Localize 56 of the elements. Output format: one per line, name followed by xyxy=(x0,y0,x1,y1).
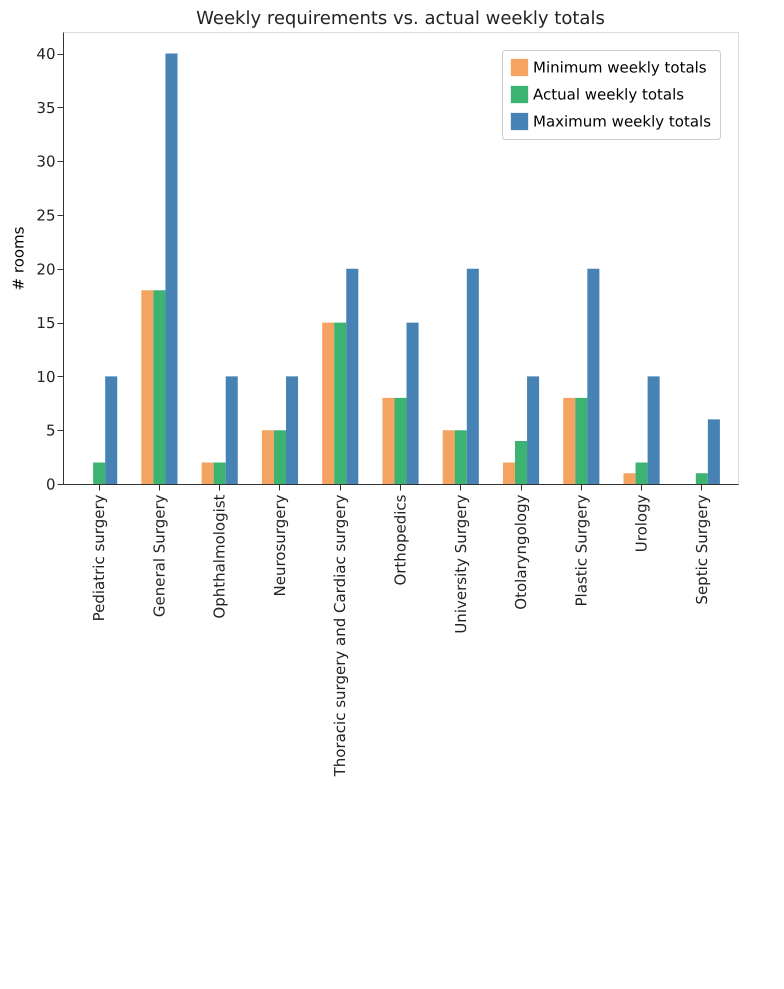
bar xyxy=(202,462,214,484)
y-tick-label: 10 xyxy=(36,368,56,386)
bar xyxy=(262,430,274,484)
bar xyxy=(696,473,708,484)
legend-label: Actual weekly totals xyxy=(533,86,684,104)
y-tick-label: 20 xyxy=(36,260,56,278)
x-tick-label: University Surgery xyxy=(452,494,470,634)
x-tick-label: Pediatric surgery xyxy=(90,494,108,622)
y-axis-title: # rooms xyxy=(9,226,28,290)
chart-title: Weekly requirements vs. actual weekly totals xyxy=(196,8,605,29)
bar xyxy=(93,462,106,484)
bar xyxy=(382,398,394,484)
bar xyxy=(636,462,648,484)
y-tick-label: 0 xyxy=(46,476,56,494)
bar xyxy=(346,268,358,484)
bar xyxy=(454,430,467,484)
y-tick-label: 40 xyxy=(36,45,56,64)
bar xyxy=(153,290,166,484)
bar xyxy=(563,398,576,484)
x-tick-label: Orthopedics xyxy=(392,494,410,586)
bar xyxy=(274,430,286,484)
bar xyxy=(648,376,660,484)
bar xyxy=(141,290,154,484)
bar xyxy=(708,419,720,484)
bar xyxy=(575,398,588,484)
x-tick-label: General Surgery xyxy=(150,494,168,618)
x-tick-label: Otolaryngology xyxy=(512,494,530,610)
y-tick-label: 15 xyxy=(36,314,56,332)
bar xyxy=(442,430,455,484)
bar xyxy=(394,398,407,484)
x-tick-label: Ophthalmologist xyxy=(210,494,229,619)
bar xyxy=(515,440,528,484)
legend-label: Minimum weekly totals xyxy=(533,58,707,76)
bar xyxy=(226,376,238,484)
y-tick-label: 5 xyxy=(46,422,56,440)
bar xyxy=(466,268,479,484)
bar xyxy=(286,376,298,484)
bar xyxy=(214,462,226,484)
x-tick-label: Thoracic surgery and Cardiac surgery xyxy=(331,494,350,778)
y-tick-label: 30 xyxy=(36,152,56,171)
x-tick-label: Urology xyxy=(632,494,651,552)
bar xyxy=(406,322,419,484)
bar xyxy=(165,54,178,484)
bar xyxy=(527,376,540,484)
bar xyxy=(334,322,346,484)
bar xyxy=(587,268,600,484)
x-tick-label: Septic Surgery xyxy=(692,494,711,605)
x-tick-label: Plastic Surgery xyxy=(572,494,590,607)
bar xyxy=(105,376,118,484)
x-tick-label: Neurosurgery xyxy=(270,494,289,596)
bar xyxy=(322,322,334,484)
bar xyxy=(502,462,516,484)
y-tick-label: 35 xyxy=(36,98,56,117)
y-tick-label: 25 xyxy=(36,206,56,224)
bar xyxy=(623,473,636,484)
legend-label: Maximum weekly totals xyxy=(533,112,712,130)
